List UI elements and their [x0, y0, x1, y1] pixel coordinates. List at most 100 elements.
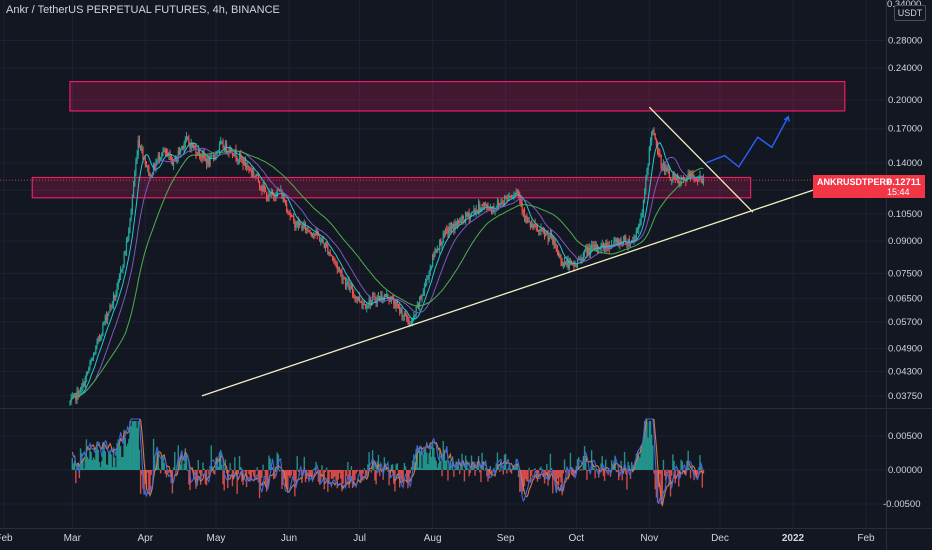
- oscillator-bar: [535, 470, 537, 479]
- time-axis-label: Mar: [64, 533, 82, 544]
- candle-body: [370, 300, 373, 306]
- candle-body: [286, 203, 288, 211]
- oscillator-bar: [376, 461, 378, 470]
- oscillator-bar: [230, 469, 232, 470]
- oscillator-bar: [389, 470, 391, 479]
- oscillator-bar: [620, 460, 622, 470]
- oscillator-bar: [672, 454, 674, 470]
- candle-body: [83, 382, 85, 387]
- candle-body: [127, 239, 129, 243]
- candle-body: [554, 240, 556, 249]
- currency-badge[interactable]: USDT: [894, 5, 926, 21]
- oscillator-bar: [421, 468, 423, 470]
- candle-body: [530, 224, 533, 227]
- candle-body: [414, 315, 416, 317]
- candle-body: [112, 295, 115, 304]
- oscillator-bar: [670, 470, 673, 476]
- candle-body: [69, 402, 71, 404]
- candle-body: [363, 304, 365, 306]
- oscillator-bar: [459, 470, 461, 475]
- oscillator-bar: [281, 470, 283, 490]
- candle-body: [135, 161, 137, 174]
- oscillator-bar: [395, 464, 397, 470]
- oscillator-bar: [680, 459, 682, 470]
- candle-body: [326, 244, 328, 247]
- candle-body: [134, 173, 136, 186]
- candle-body: [515, 190, 517, 194]
- oscillator-bar: [580, 468, 582, 470]
- candle-body: [337, 268, 340, 270]
- oscillator-bar: [489, 466, 492, 470]
- candle-body: [465, 213, 467, 221]
- candle-body: [208, 158, 210, 167]
- oscillator-bar: [157, 452, 159, 470]
- candle-body: [327, 246, 329, 254]
- oscillator-bar: [516, 463, 519, 470]
- oscillator-bar: [334, 470, 336, 477]
- oscillator-bar: [527, 470, 529, 482]
- candle-body: [89, 362, 91, 369]
- candle-body: [107, 313, 109, 320]
- oscillator-bar: [103, 442, 105, 470]
- candle-body: [606, 243, 608, 249]
- oscillator-bar: [673, 460, 675, 470]
- oscillator-bar: [84, 457, 86, 470]
- oscillator-bar: [184, 448, 187, 470]
- oscillator-bar: [85, 439, 88, 470]
- oscillator-bar: [73, 461, 76, 470]
- candle-body: [541, 228, 543, 231]
- oscillator-bar: [662, 459, 665, 470]
- candle-body: [291, 215, 294, 217]
- candle-body: [256, 174, 258, 177]
- oscillator-bar: [530, 470, 533, 476]
- candle-body: [236, 157, 238, 161]
- candle-body: [213, 155, 215, 158]
- oscillator-bar: [104, 451, 106, 470]
- oscillator-bar: [271, 467, 274, 470]
- candle-body: [115, 294, 117, 299]
- candle-body: [249, 168, 251, 171]
- candle-body: [648, 147, 650, 165]
- candle-body: [350, 286, 352, 289]
- oscillator-bar: [484, 467, 487, 470]
- time-axis-label: Apr: [138, 533, 154, 544]
- candle-body: [505, 196, 507, 198]
- oscillator-bar: [119, 446, 122, 470]
- candle-body: [145, 164, 148, 167]
- oscillator-bar: [162, 456, 164, 470]
- chart-title: Ankr / TetherUS PERPETUAL FUTURES, 4h, B…: [6, 4, 280, 16]
- oscillator-bar: [526, 470, 528, 482]
- candle-body: [288, 212, 290, 214]
- candle-body: [618, 240, 620, 247]
- oscillator-bar: [660, 470, 662, 504]
- candle-body: [336, 264, 338, 269]
- candle-body: [660, 154, 662, 168]
- oscillator-bar: [418, 451, 421, 470]
- oscillator-bar: [190, 468, 192, 470]
- oscillator-bar: [228, 470, 230, 473]
- candle-body: [443, 233, 446, 235]
- oscillator-bar: [440, 460, 442, 470]
- price-zone: [69, 80, 846, 112]
- candle-body: [593, 244, 595, 246]
- candle-body: [321, 239, 323, 241]
- candle-body: [209, 156, 211, 167]
- oscillator-bar: [138, 449, 141, 470]
- oscillator-bar: [267, 470, 269, 489]
- candle-body: [163, 150, 165, 152]
- oscillator-bar: [575, 465, 578, 470]
- candle-body: [467, 212, 469, 217]
- oscillator-bar: [268, 455, 270, 470]
- price-axis-label: 0.04300: [888, 367, 922, 378]
- oscillator-axis-label: -0.00500: [883, 499, 921, 510]
- candle-body: [601, 243, 603, 245]
- candle-body: [523, 212, 526, 218]
- candle-body: [384, 295, 387, 297]
- oscillator-bar: [524, 470, 527, 480]
- oscillator-bar: [209, 466, 211, 470]
- oscillator-bar: [427, 464, 429, 470]
- candle-body: [251, 171, 254, 173]
- oscillator-bar: [310, 470, 313, 477]
- candle-body: [174, 157, 176, 160]
